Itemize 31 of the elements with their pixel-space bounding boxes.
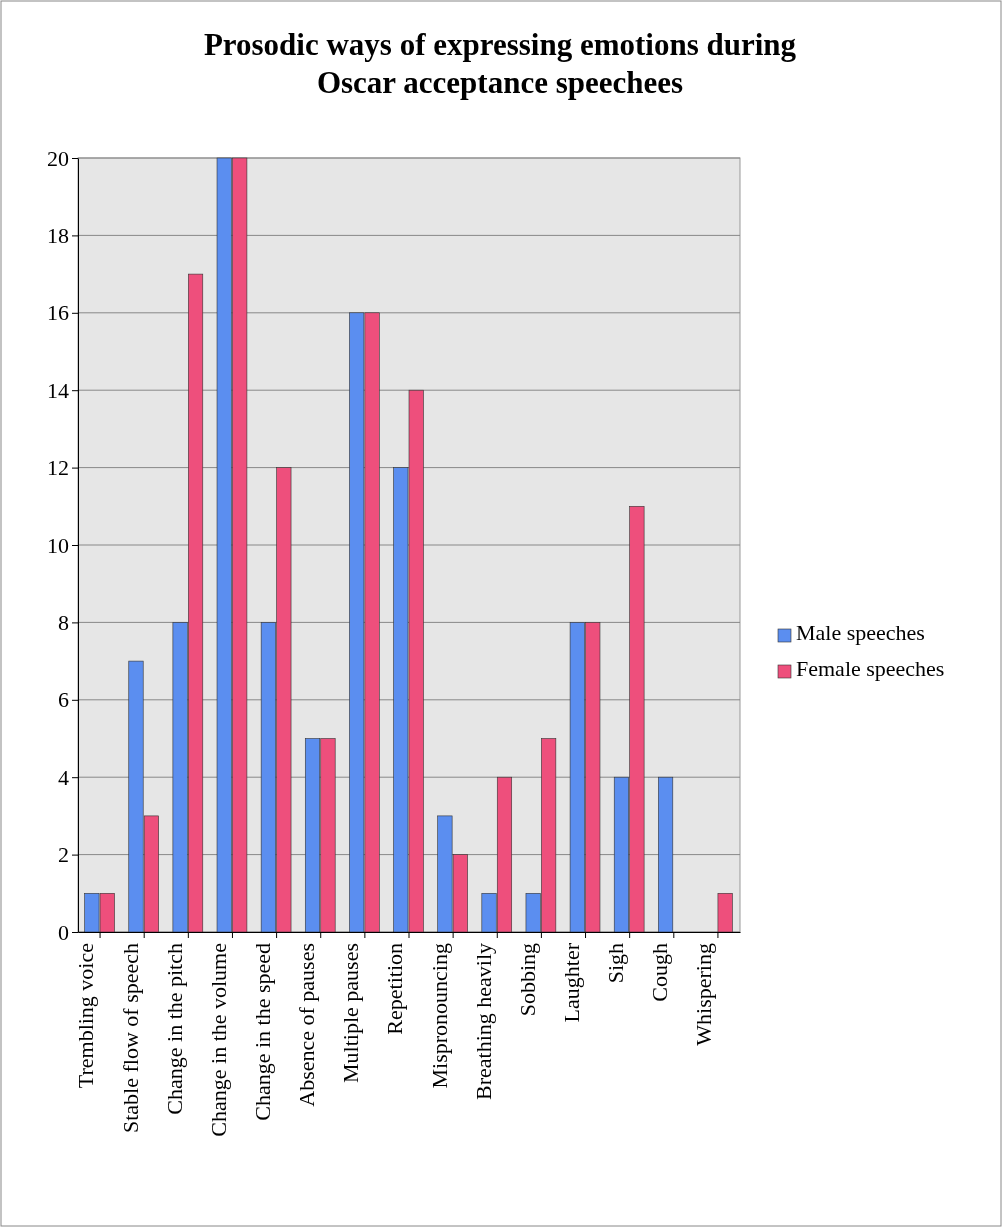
chart-title: Prosodic ways of expressing emotions during Oscar acceptance speechees <box>203 27 797 100</box>
y-tick-label: 8 <box>58 609 69 635</box>
y-tick-label: 14 <box>47 377 69 403</box>
x-tick-label: Breathing heavily <box>470 943 496 1101</box>
x-tick-label: Mispronouncing <box>426 943 452 1089</box>
x-tick-label: Cough <box>647 943 673 1002</box>
x-tick-label: Change in the pitch <box>161 943 187 1115</box>
x-tick-label: Sigh <box>603 943 629 984</box>
legend-label: Male speeches <box>796 620 925 645</box>
x-tick-label: Change in the volume <box>205 943 231 1137</box>
x-tick-label: Sobbing <box>514 943 540 1017</box>
y-tick-label: 4 <box>58 764 69 790</box>
y-tick-label: 20 <box>47 145 69 171</box>
x-tick-label: Stable flow of speech <box>117 943 143 1133</box>
bar <box>717 893 733 933</box>
y-tick-label: 2 <box>58 842 69 868</box>
y-tick-label: 16 <box>47 300 69 326</box>
y-tick-label: 6 <box>58 687 69 713</box>
x-tick-label: Whispering <box>691 943 717 1046</box>
x-tick-label: Repetition <box>382 943 408 1035</box>
bar <box>658 776 674 933</box>
y-tick-label: 0 <box>58 919 69 945</box>
x-tick-label: Multiple pauses <box>338 943 364 1083</box>
x-tick-label: Laughter <box>558 942 584 1023</box>
x-tick-label: Absence of pauses <box>294 943 320 1107</box>
y-tick-label: 18 <box>47 222 69 248</box>
y-tick-label: 10 <box>47 532 69 558</box>
x-tick-label: Trembling voice <box>73 943 99 1089</box>
legend-label: Female speeches <box>796 656 945 681</box>
y-tick-label: 12 <box>47 455 69 481</box>
x-tick-label: Change in the speed <box>250 943 275 1121</box>
